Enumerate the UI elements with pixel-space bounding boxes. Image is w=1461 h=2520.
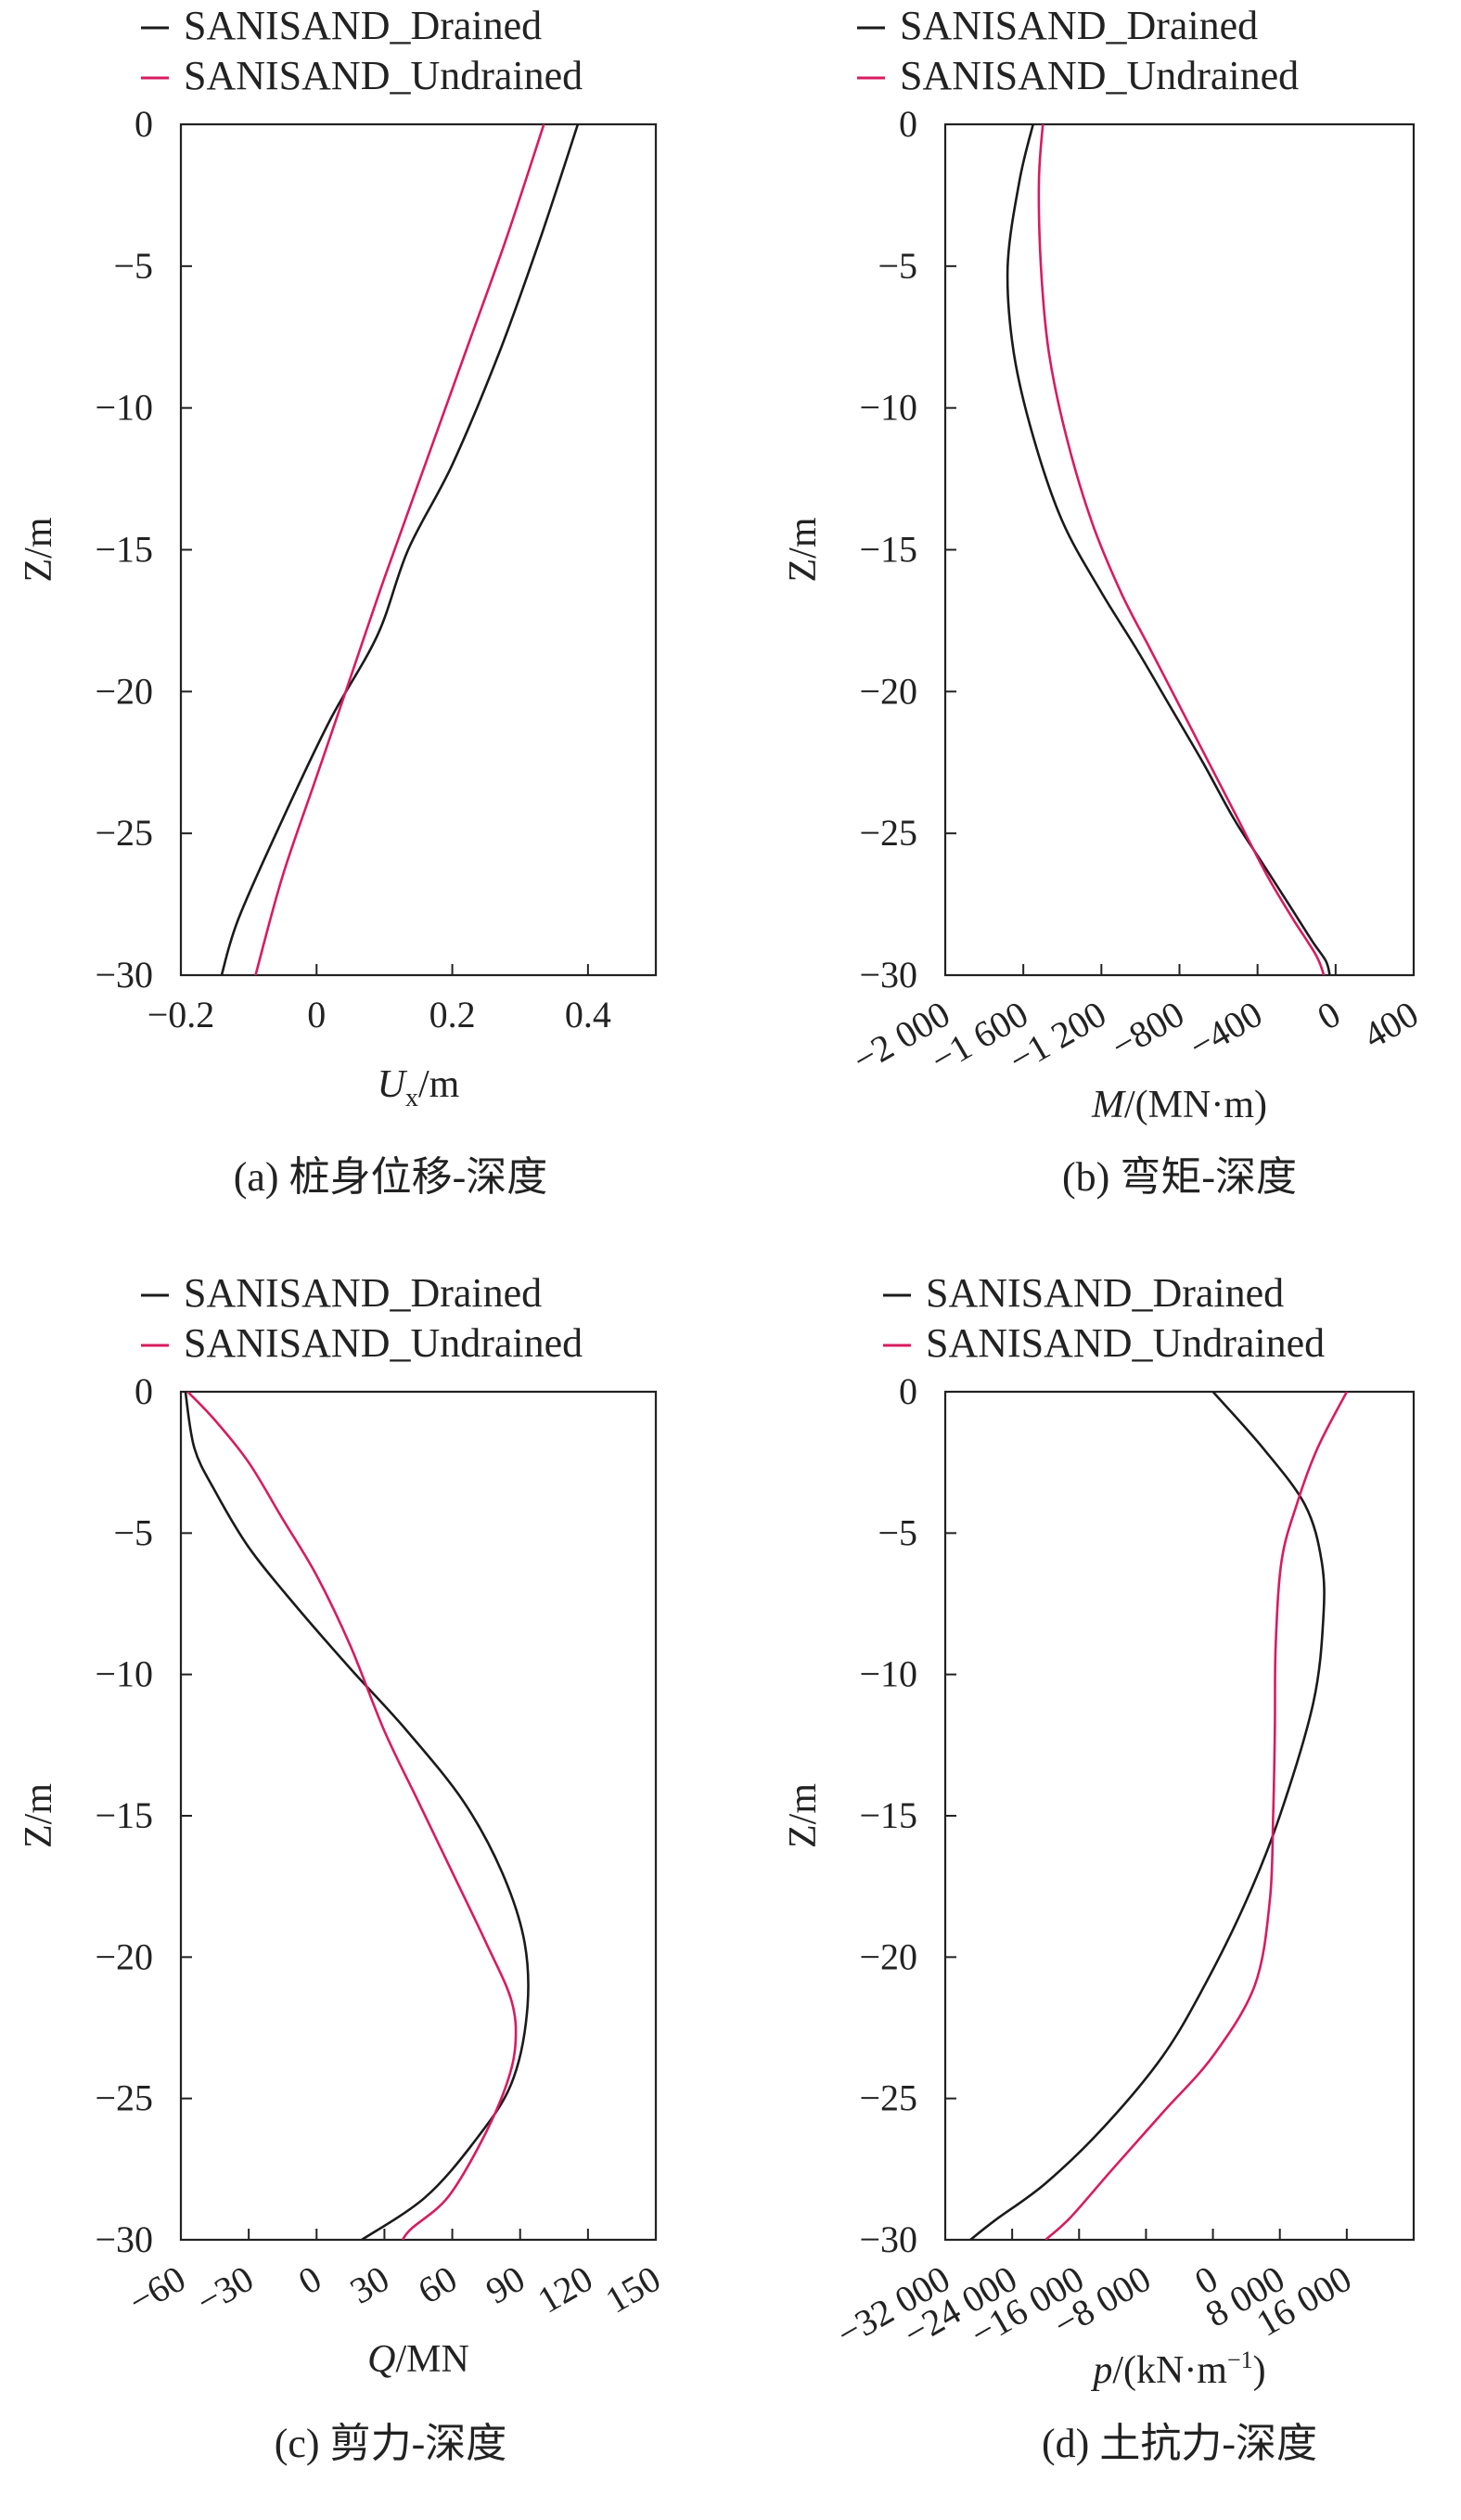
y-tick-label: −20 xyxy=(859,670,917,712)
panel-caption: (b) 弯矩-深度 xyxy=(1062,1154,1297,1200)
y-tick-label: 0 xyxy=(135,1370,153,1412)
y-axis-label: Z/m xyxy=(782,517,825,582)
panel-caption: (d) 土抗力-深度 xyxy=(1042,2421,1317,2466)
x-axis-label: Ux/m xyxy=(378,1063,460,1112)
x-tick-label: 120 xyxy=(531,2257,599,2321)
x-axis-symbol: U xyxy=(378,1063,408,1106)
plot-frame xyxy=(179,1390,658,2242)
y-tick-label: −15 xyxy=(859,1794,917,1836)
legend-label-undrained: SANISAND_Undrained xyxy=(900,53,1299,98)
panel-caption: (a) 桩身位移-深度 xyxy=(234,1154,548,1200)
y-tick-label: −10 xyxy=(95,1653,153,1695)
plot-frame xyxy=(179,122,658,977)
x-tick-label: −0.2 xyxy=(147,994,215,1035)
y-tick-label: 0 xyxy=(135,103,153,145)
x-axis-label: p/(kN·m−1) xyxy=(1090,2346,1265,2392)
y-tick-label: 0 xyxy=(899,1370,917,1412)
plot-frame xyxy=(943,1390,1416,2242)
y-tick-label: −15 xyxy=(95,529,153,571)
x-tick-label: 0.2 xyxy=(429,994,476,1035)
panel-caption: (c) 剪力-深度 xyxy=(275,2421,507,2466)
x-tick-label: 0 xyxy=(291,2257,328,2303)
legend-label-undrained: SANISAND_Undrained xyxy=(184,1320,583,1366)
x-axis-unit: /(MN·m) xyxy=(1124,1084,1267,1126)
x-tick-label: −30 xyxy=(189,2257,261,2322)
x-tick-label: 0.4 xyxy=(565,994,611,1035)
y-tick-label: −25 xyxy=(95,812,153,854)
y-tick-label: −30 xyxy=(95,954,153,996)
y-tick-label: −5 xyxy=(113,1511,153,1553)
y-tick-label: −10 xyxy=(859,387,917,429)
y-tick-label: −20 xyxy=(95,1935,153,1977)
y-tick-label: −30 xyxy=(95,2218,153,2260)
x-tick-label: −400 xyxy=(1182,993,1269,1067)
y-tick-label: 0 xyxy=(899,103,917,145)
chart-panel-a: 0 −5 −10 −15 −20 −25 −30−0.2 0 0.2 0.4 Z/m Ux/m (a) … xyxy=(18,3,658,1200)
x-tick-label: 60 xyxy=(411,2257,464,2312)
x-axis-unit: /MN xyxy=(395,2338,468,2381)
x-tick-label: −800 xyxy=(1104,993,1191,1067)
y-tick-label: −30 xyxy=(859,954,917,996)
x-tick-label: 30 xyxy=(343,2257,396,2312)
y-tick-label: −10 xyxy=(859,1653,917,1695)
y-tick-label: −30 xyxy=(859,2218,917,2260)
x-tick-label: 150 xyxy=(598,2257,667,2321)
chart-panel-b: 0−5−10−15−20−25−30−2 000−1 600−1 200−800… xyxy=(782,3,1426,1200)
y-tick-label: −25 xyxy=(95,2077,153,2119)
x-axis-symbol: Q xyxy=(367,2338,395,2381)
legend-label-drained: SANISAND_Drained xyxy=(926,1270,1284,1316)
x-axis-unit: /m xyxy=(418,1063,460,1106)
y-axis-label: Z/m xyxy=(782,1783,825,1848)
x-axis-superscript: −1 xyxy=(1227,2346,1253,2373)
x-axis-label: M/(MN·m) xyxy=(1091,1084,1267,1126)
series-line-undrained xyxy=(1044,1392,1349,2240)
y-tick-label: −15 xyxy=(859,529,917,571)
y-tick-label: −20 xyxy=(859,1935,917,1977)
y-tick-label: −15 xyxy=(95,1794,153,1836)
y-tick-label: −25 xyxy=(859,812,917,854)
legend-label-undrained: SANISAND_Undrained xyxy=(926,1320,1325,1366)
x-tick-label: 0 xyxy=(307,994,326,1035)
x-axis-symbol: p xyxy=(1090,2349,1112,2392)
legend-label-drained: SANISAND_Drained xyxy=(900,3,1258,48)
series-line-drained xyxy=(184,1392,530,2240)
series-line-undrained xyxy=(1037,124,1326,975)
x-axis-unit: /(kN·m xyxy=(1112,2349,1227,2392)
x-tick-label: −60 xyxy=(122,2257,193,2322)
x-axis-unit-tail: ) xyxy=(1253,2349,1266,2392)
series-line-undrained xyxy=(186,1392,518,2240)
plot-frame xyxy=(943,122,1416,977)
y-tick-label: −5 xyxy=(878,1511,917,1553)
y-tick-label: −25 xyxy=(859,2077,917,2119)
y-tick-label: −10 xyxy=(95,387,153,429)
y-axis-label: Z/m xyxy=(18,517,60,582)
chart-panel-d: 0−5−10−15−20−25−30−32 000−24 000−16 000−… xyxy=(782,1270,1416,2466)
series-line-drained xyxy=(969,1392,1326,2240)
series-line-undrained xyxy=(254,124,545,975)
x-axis-symbol: M xyxy=(1091,1084,1126,1126)
series-line-drained xyxy=(1006,124,1331,975)
y-axis-label: Z/m xyxy=(18,1783,60,1848)
y-tick-label: −5 xyxy=(113,245,153,287)
legend-label-drained: SANISAND_Drained xyxy=(184,3,542,48)
y-tick-label: −20 xyxy=(95,670,153,712)
x-tick-label: 0 xyxy=(1311,993,1348,1038)
x-axis-label: Q/MN xyxy=(367,2338,469,2381)
x-axis-subscript: x xyxy=(405,1084,418,1112)
legend-label-drained: SANISAND_Drained xyxy=(184,1270,542,1316)
x-tick-label: 90 xyxy=(479,2257,532,2312)
series-line-drained xyxy=(220,124,580,975)
legend-label-undrained: SANISAND_Undrained xyxy=(184,53,583,98)
x-tick-label: 400 xyxy=(1356,993,1425,1057)
y-tick-label: −5 xyxy=(878,245,917,287)
